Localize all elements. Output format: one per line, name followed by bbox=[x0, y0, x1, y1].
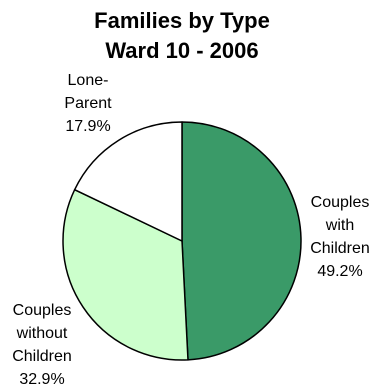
pie-slices bbox=[62, 121, 302, 361]
slice-value-label: 17.9% bbox=[65, 118, 110, 135]
pie-slice-1 bbox=[62, 188, 189, 361]
slice-label-text: with bbox=[325, 217, 354, 234]
slice-value-label: 49.2% bbox=[317, 263, 362, 280]
slice-label-couples-without-children: Couples without Children 32.9% bbox=[12, 302, 72, 388]
slice-label-text: Couples bbox=[13, 302, 72, 319]
chart-title-line-2: Ward 10 - 2006 bbox=[105, 38, 258, 63]
slice-label-text: Parent bbox=[64, 95, 112, 112]
slice-label-text: Couples bbox=[311, 194, 370, 211]
pie-slice-0 bbox=[181, 121, 302, 361]
pie-slice-2 bbox=[73, 121, 183, 242]
slice-label-text: Children bbox=[12, 348, 72, 365]
slice-label-text: without bbox=[16, 325, 68, 342]
chart-title-line-1: Families by Type bbox=[94, 8, 270, 33]
slice-label-text: Children bbox=[310, 240, 370, 257]
slice-label-lone-parent: Lone- Parent 17.9% bbox=[64, 72, 112, 135]
slice-label-text: Lone- bbox=[68, 72, 109, 89]
slice-label-couples-with-children: Couples with Children 49.2% bbox=[310, 194, 370, 280]
slice-value-label: 32.9% bbox=[19, 371, 64, 388]
